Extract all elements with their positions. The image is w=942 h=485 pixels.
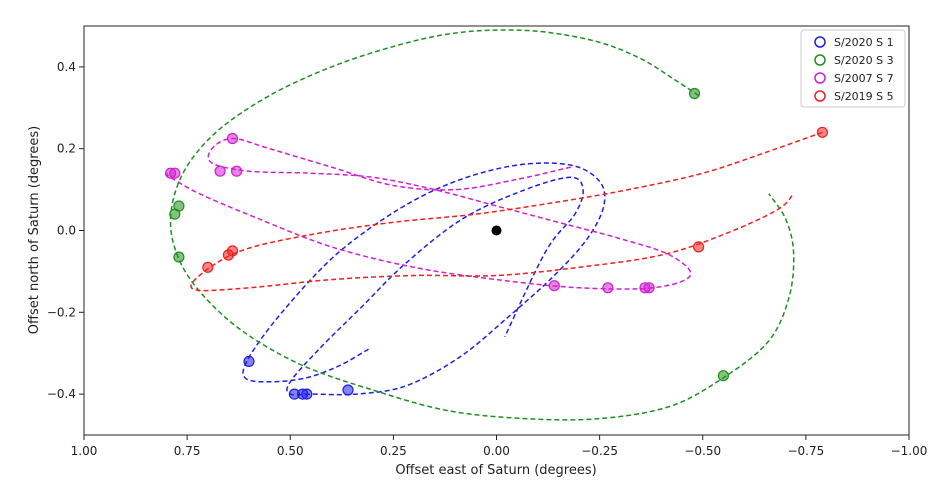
x-axis-label: Offset east of Saturn (degrees) [395,463,596,478]
data-point-series-4-1 [816,126,829,138]
orbits-layer [165,29,823,421]
data-point-series-4-2 [202,261,214,273]
data-point-series-3-3 [214,165,226,177]
data-point-series-3-5 [226,132,239,145]
x-tick-label: 1.00 [71,444,98,458]
data-point-series-4-4 [226,245,239,257]
legend-marker-series-3 [814,72,826,84]
data-point-series-2-3 [169,208,181,220]
data-point-series-3-7 [602,282,614,294]
data-point-series-2-5 [717,370,730,382]
orbit-line-series-1 [242,162,606,396]
data-point-series-2-4 [173,251,185,263]
data-point-series-4-5 [692,241,705,253]
x-tick-label: −0.50 [684,444,721,458]
points-layer [165,87,829,400]
legend-marker-series-1 [814,36,826,48]
data-point-series-3-4 [231,165,243,177]
x-axis-ticks: 1.00 0.75 0.50 0.25 0.00 −0.25 −0.50 −0.75 −1.00 [71,435,928,458]
legend-label-series-4: S/2019 S 5 [834,90,894,103]
x-tick-label: 0.50 [277,444,304,458]
x-tick-label: −1.00 [891,444,928,458]
x-tick-label: −0.75 [787,444,824,458]
legend-box [800,29,906,108]
data-point-series-3-9 [643,282,655,294]
data-point-series-2-1 [688,87,701,100]
y-tick-label: 0.0 [57,224,76,238]
legend-marker-series-4 [814,90,826,102]
legend-items: S/2020 S 1 S/2020 S 3 S/2007 S 7 S/2019 S 5 [814,36,894,103]
saturn-center-marker [491,225,502,236]
y-axis-label: Offset north of Saturn (degrees) [27,126,42,334]
x-tick-label: 0.25 [380,444,407,458]
y-tick-label: −0.4 [47,387,76,401]
legend-marker-series-2 [814,54,826,66]
orbit-line-series-2 [169,29,795,421]
legend: S/2020 S 1 S/2020 S 3 S/2007 S 7 S/2019 S 5 [800,29,906,108]
orbit-line-series-4 [190,131,823,292]
data-point-series-3-2 [169,167,181,179]
y-tick-label: 0.4 [57,60,76,74]
x-tick-label: −0.25 [581,444,618,458]
x-tick-label: 0.75 [174,444,201,458]
legend-label-series-2: S/2020 S 3 [834,54,894,67]
legend-label-series-1: S/2020 S 1 [834,36,894,49]
y-axis-ticks: 0.4 0.2 0.0 −0.2 −0.4 [47,60,84,401]
data-point-series-1-4 [301,388,313,400]
x-tick-label: 0.00 [483,444,510,458]
y-tick-label: 0.2 [57,142,76,156]
legend-label-series-3: S/2007 S 7 [834,72,894,85]
data-point-series-3-6 [548,280,560,292]
y-tick-label: −0.2 [47,305,76,319]
data-point-series-1-1 [243,355,255,367]
data-point-series-1-5 [342,384,354,396]
orbit-line-series-3 [165,137,692,290]
